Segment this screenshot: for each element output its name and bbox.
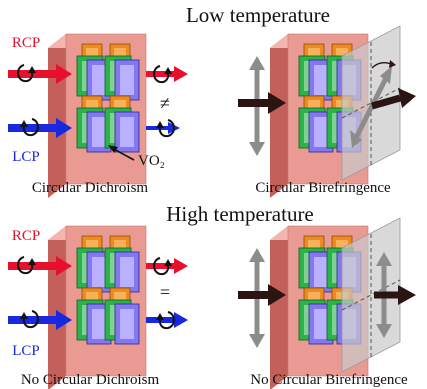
- lcp-output-beam: [146, 311, 188, 330]
- metasurface-icon: [48, 226, 146, 389]
- metasurface-icon: [48, 34, 146, 198]
- lcp-label: LCP: [12, 343, 40, 359]
- lcp-output-beam: [146, 119, 180, 138]
- rcp-output-beam: [146, 257, 188, 276]
- vo2-label: VO₂: [138, 153, 165, 169]
- rotated-polarization-arrow: [350, 60, 416, 148]
- polarization-arrow-icon: [238, 248, 286, 348]
- rcp-input-beam: [8, 64, 72, 84]
- caption-no-circular-birefringence: No Circular Birefringence: [250, 372, 408, 388]
- section-title-high: High temperature: [166, 202, 314, 226]
- lcp-label: LCP: [12, 149, 40, 165]
- rcp-label: RCP: [12, 228, 40, 244]
- section-title-low: Low temperature: [186, 3, 330, 27]
- caption-no-circular-dichroism: No Circular Dichroism: [21, 372, 160, 388]
- polarization-arrow-icon: [238, 56, 286, 156]
- rcp-label: RCP: [12, 35, 40, 51]
- rcp-output-beam: [146, 65, 188, 84]
- rcp-input-beam: [8, 256, 72, 276]
- relation-symbol-high: =: [160, 282, 170, 302]
- caption-circular-dichroism: Circular Dichroism: [32, 180, 149, 196]
- unrotated-polarization-arrow: [374, 252, 416, 338]
- lcp-input-beam: [8, 118, 72, 138]
- vo2-pointer: [108, 145, 135, 161]
- lcp-input-beam: [8, 310, 72, 330]
- relation-symbol-low: ≠: [160, 93, 170, 113]
- caption-circular-birefringence: Circular Birefringence: [255, 180, 391, 196]
